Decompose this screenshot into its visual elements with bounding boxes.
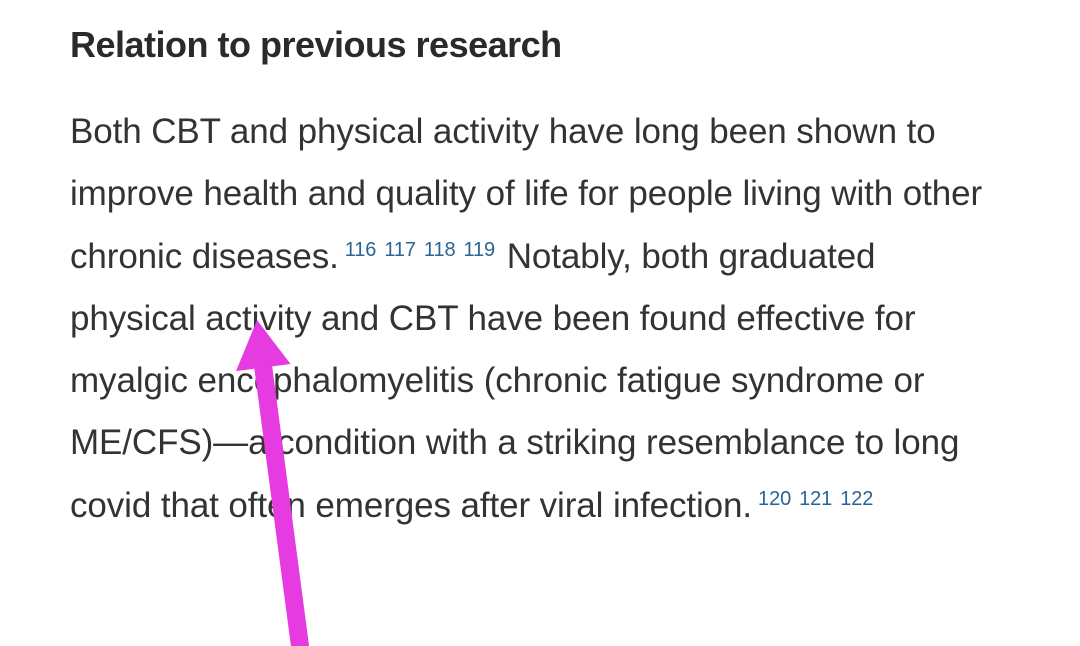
document-page: Relation to previous research Both CBT a… [0, 0, 1080, 646]
paragraph-text-2: Notably, both graduated physical activit… [70, 237, 959, 525]
citation-122[interactable]: 122 [840, 488, 873, 510]
citation-118[interactable]: 118 [424, 239, 456, 261]
citation-117[interactable]: 117 [384, 239, 416, 261]
citation-120[interactable]: 120 [758, 488, 791, 510]
citation-116[interactable]: 116 [345, 239, 377, 261]
citation-119[interactable]: 119 [464, 239, 496, 261]
citation-121[interactable]: 121 [799, 488, 832, 510]
section-heading: Relation to previous research [70, 24, 1010, 66]
paragraph: Both CBT and physical activity have long… [70, 101, 1010, 537]
